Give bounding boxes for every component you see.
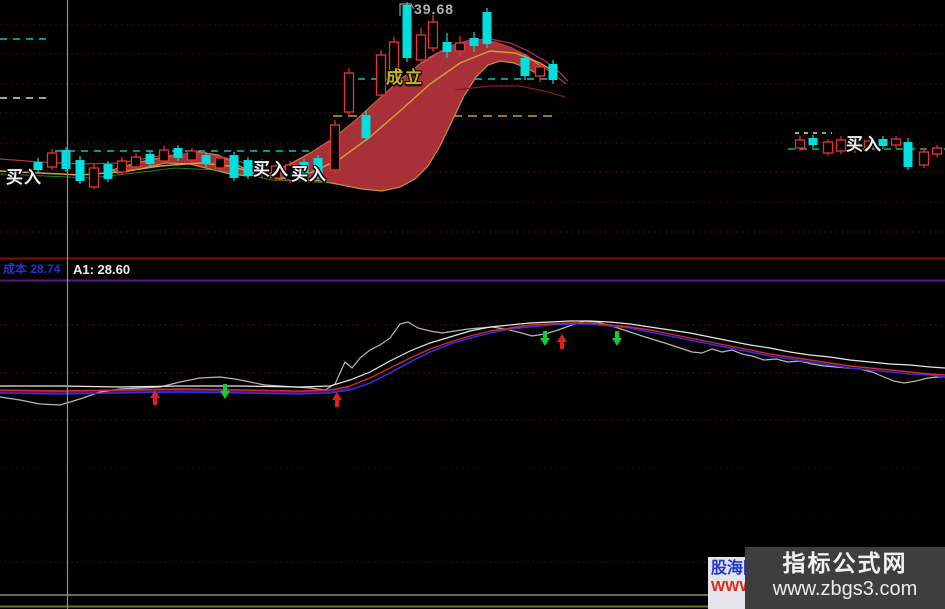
candle-up bbox=[890, 138, 902, 146]
candle-up bbox=[454, 42, 466, 52]
indicator-value-a1: A1: 28.60 bbox=[73, 262, 131, 277]
candle-down bbox=[33, 162, 43, 170]
price-tag-label: 39.68 bbox=[414, 1, 455, 17]
buy-arrow-icon bbox=[557, 334, 567, 349]
candle-down bbox=[299, 162, 309, 175]
sell-arrow-icon bbox=[220, 384, 230, 399]
partial-watermark-subtext: WWW bbox=[711, 578, 750, 596]
candle-down bbox=[520, 58, 530, 76]
candle-down bbox=[402, 5, 412, 58]
candle-up bbox=[130, 156, 142, 168]
candle-down bbox=[61, 150, 71, 169]
buy-signal-label: 买入 bbox=[6, 168, 42, 187]
band-cloud bbox=[0, 386, 350, 394]
candle-up bbox=[329, 124, 341, 171]
candle-up bbox=[863, 140, 875, 149]
chengli-signal-label: 成立 bbox=[386, 68, 424, 87]
candle-up bbox=[186, 150, 198, 161]
candle-down bbox=[103, 164, 113, 179]
candle-up bbox=[214, 157, 226, 169]
price-pane bbox=[0, 2, 945, 233]
candle-up bbox=[284, 164, 296, 181]
candle-up bbox=[256, 162, 268, 176]
candle-up bbox=[388, 41, 400, 76]
price-pointer-line bbox=[399, 3, 415, 16]
candle-down bbox=[903, 142, 913, 167]
candle-up bbox=[375, 54, 387, 96]
candle-up bbox=[158, 149, 170, 162]
indicator-value-blue: 成本 28.74 bbox=[3, 262, 61, 276]
candle-down bbox=[229, 155, 239, 178]
partial-watermark-logo: 股海网 WWW bbox=[708, 557, 750, 609]
volatile-gray-line bbox=[0, 320, 945, 406]
partial-watermark-text: 股海网 bbox=[711, 560, 750, 577]
candle-down bbox=[145, 154, 155, 164]
candle-down bbox=[243, 160, 253, 176]
candle-down bbox=[482, 12, 492, 44]
signal-white-line bbox=[0, 320, 945, 388]
candle-up bbox=[822, 141, 834, 154]
buy-signal-label: 买入 bbox=[291, 165, 327, 184]
inner-dark-red-line bbox=[454, 85, 566, 98]
buy-signal-label: 买入 bbox=[846, 135, 882, 154]
candle-up bbox=[88, 167, 100, 188]
candle-up bbox=[534, 66, 546, 77]
candle-down bbox=[75, 160, 85, 181]
candle-up bbox=[835, 139, 847, 152]
candle-up bbox=[270, 165, 282, 179]
candle-up bbox=[343, 72, 355, 113]
sell-arrow-icon bbox=[540, 331, 550, 346]
candle-down bbox=[808, 138, 818, 145]
candle-down bbox=[469, 38, 479, 46]
candle-down bbox=[548, 64, 558, 80]
candle-up bbox=[415, 34, 427, 61]
site-watermark-title: 指标公式网 bbox=[782, 550, 908, 576]
sell-arrow-icon bbox=[612, 331, 622, 346]
candle-down bbox=[201, 155, 211, 164]
candle-up bbox=[931, 147, 943, 155]
candle-up bbox=[849, 142, 861, 151]
candle-up bbox=[794, 139, 806, 149]
candle-down bbox=[313, 158, 323, 176]
site-watermark-url: www.zbgs3.com bbox=[772, 578, 918, 601]
buy-arrow-icon bbox=[332, 392, 342, 407]
candle-up bbox=[427, 21, 439, 49]
candle-down bbox=[442, 42, 452, 52]
slow-blue-line bbox=[0, 323, 945, 395]
candle-down bbox=[878, 139, 888, 146]
indicator-pane bbox=[0, 320, 945, 563]
candle-down bbox=[173, 148, 183, 158]
site-watermark: 指标公式网 www.zbgs3.com bbox=[745, 547, 945, 609]
candle-up bbox=[46, 152, 58, 168]
buy-arrow-icon bbox=[150, 390, 160, 405]
candle-up bbox=[918, 151, 930, 166]
buy-signal-label: 买入 bbox=[253, 160, 289, 179]
candle-down bbox=[361, 115, 371, 138]
fast-red-line bbox=[0, 322, 945, 392]
candle-up bbox=[116, 160, 128, 173]
